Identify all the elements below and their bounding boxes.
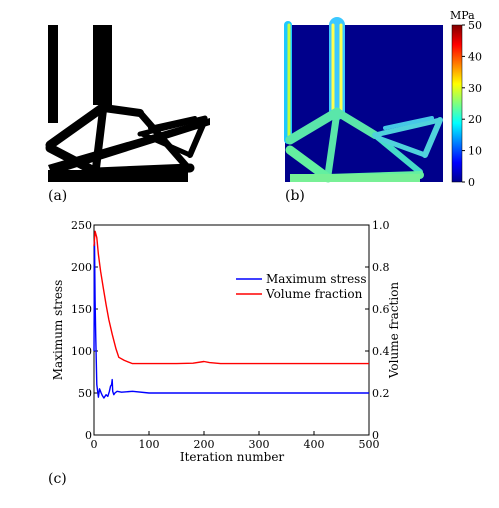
stress-volume-chart: 0 100 200 300 400 500 0 50 100 150 200 250 0 0.2 0.4… (51, 219, 401, 464)
legend-label-max-stress: Maximum stress (266, 272, 366, 286)
x-axis-label: Iteration number (180, 450, 285, 464)
colorbar-gradient (451, 24, 463, 183)
y2-tick-label: 0.2 (372, 387, 390, 400)
legend: Maximum stress Volume fraction (236, 272, 366, 301)
panel-label-a: (a) (48, 188, 67, 204)
y-tick-label: 0 (85, 429, 92, 442)
colorbar-tick-label: 50 (468, 19, 482, 32)
y2-tick-label: 0.8 (372, 261, 390, 274)
x-tick-label: 300 (249, 438, 270, 451)
y-axis-label: Maximum stress (51, 280, 65, 380)
y-tick-label: 200 (71, 261, 92, 274)
legend-label-volume-fraction: Volume fraction (265, 287, 363, 301)
y-tick-label: 150 (71, 303, 92, 316)
colorbar-tick-label: 30 (468, 82, 482, 95)
max-stress-line (93, 241, 369, 399)
panel-label-c: (c) (48, 471, 67, 487)
colorbar-tick-label: 0 (468, 176, 475, 189)
y2-tick-label: 0 (372, 429, 379, 442)
panel-label-b: (b) (285, 188, 305, 204)
x-tick-label: 100 (139, 438, 160, 451)
x-tick-label: 400 (304, 438, 325, 451)
x-tick-label: 0 (91, 438, 98, 451)
x-tick-label: 200 (194, 438, 215, 451)
colorbar-tick-label: 20 (468, 113, 482, 126)
colorbar-unit: MPa (450, 9, 475, 22)
colorbar-tick-label: 40 (468, 50, 482, 63)
plot-frame (93, 224, 370, 436)
y2-tick-label: 0.6 (372, 303, 390, 316)
colorbar: MPa 0 10 20 30 40 50 (450, 9, 482, 189)
panel-a-structure (45, 25, 210, 182)
x-tick-label: 500 (359, 438, 380, 451)
panel-b-stress-map (284, 17, 443, 183)
y2-tick-label: 0.4 (372, 345, 390, 358)
y-tick-label: 250 (71, 219, 92, 232)
y-tick-label: 100 (71, 345, 92, 358)
y-tick-label: 50 (78, 387, 92, 400)
y2-axis-label: Volume fraction (387, 282, 401, 380)
colorbar-tick-label: 10 (468, 145, 482, 158)
volume-fraction-line (93, 230, 369, 365)
y2-tick-label: 1.0 (372, 219, 390, 232)
